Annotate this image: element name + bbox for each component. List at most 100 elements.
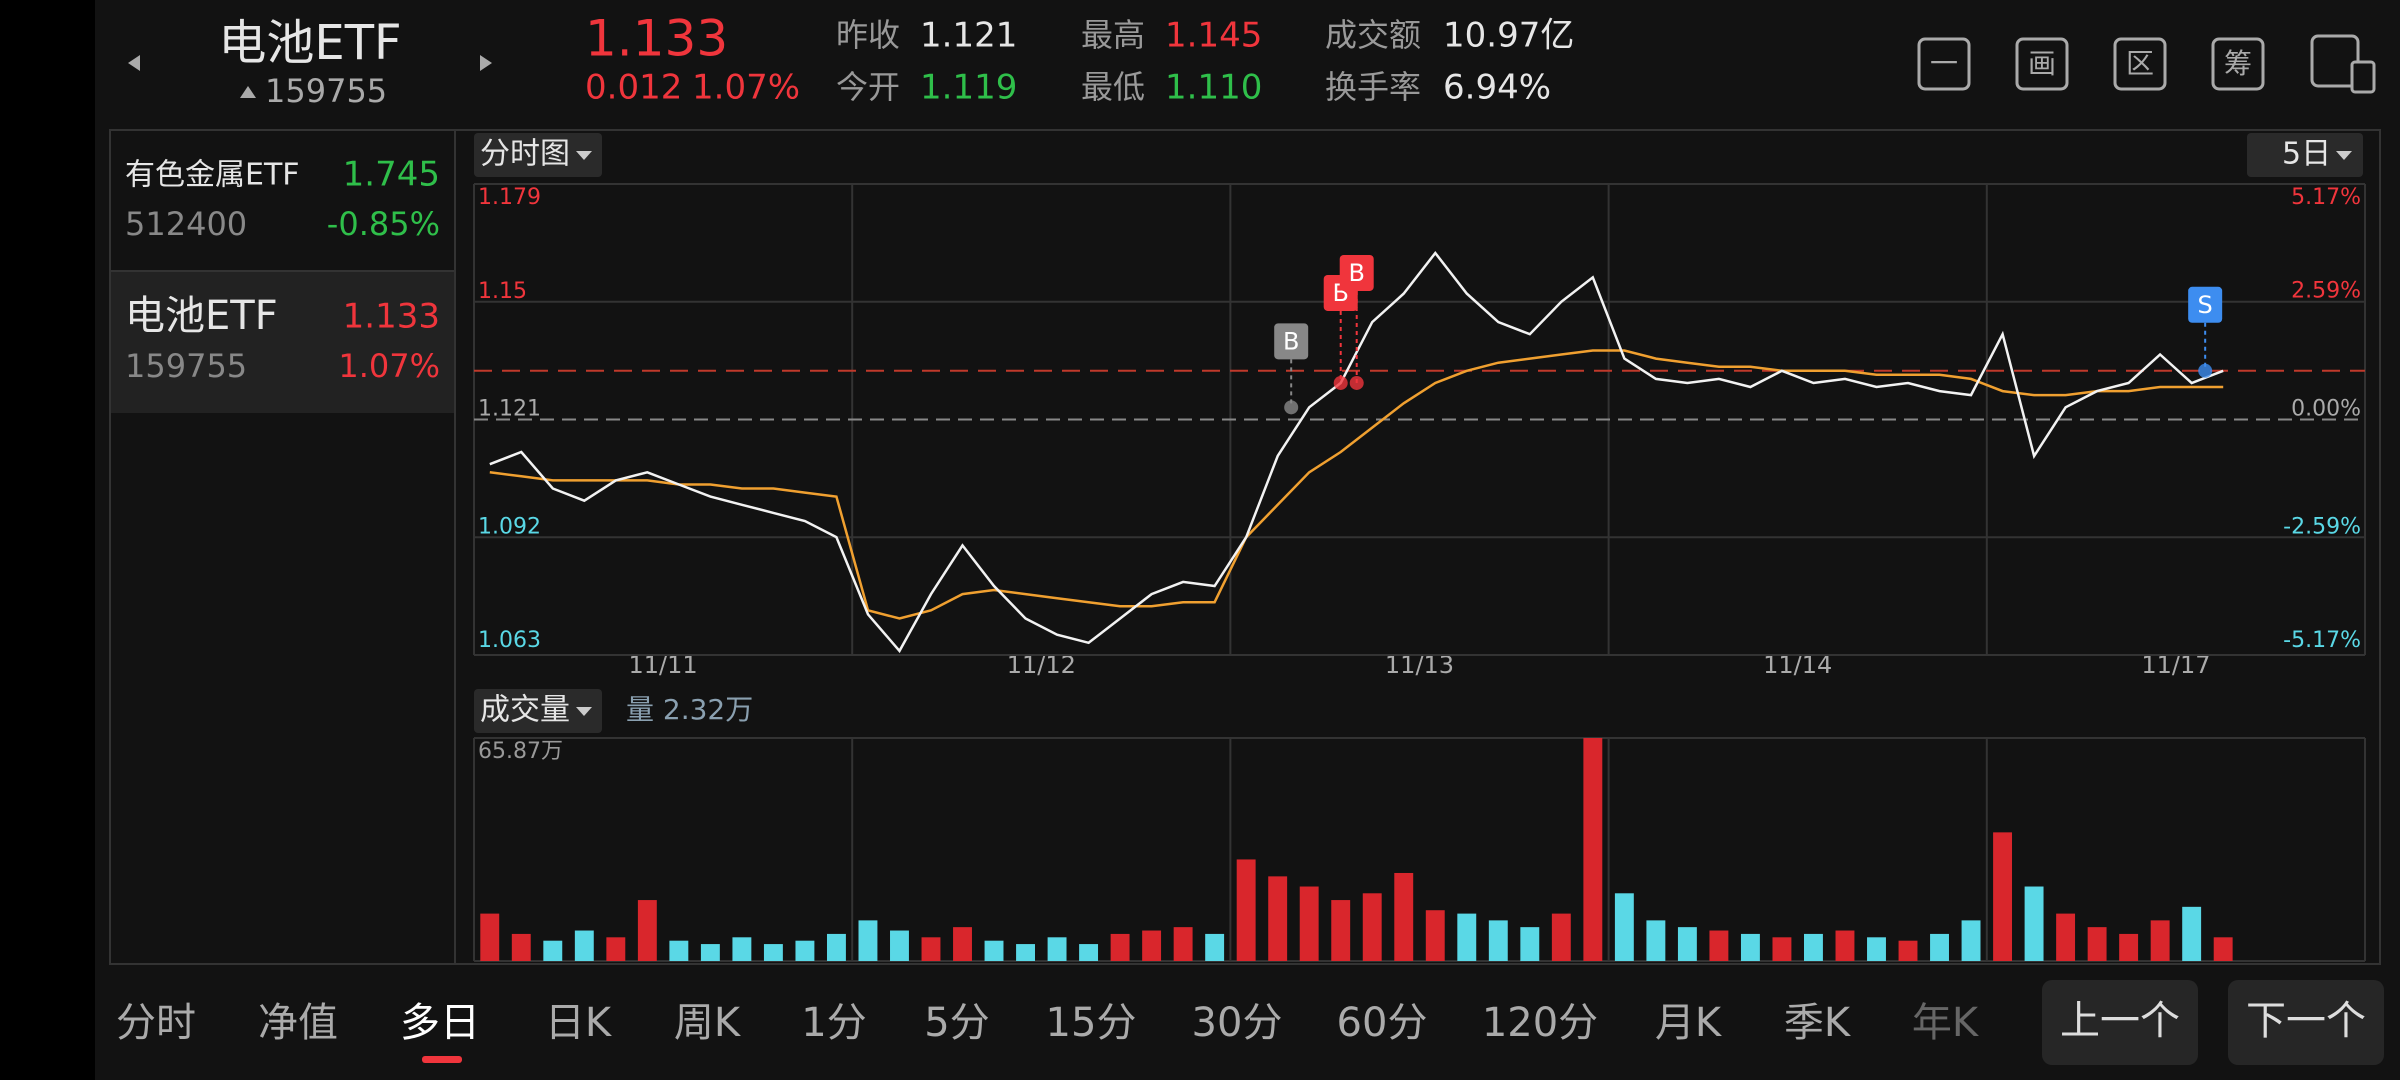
y-tick-label: 1.063 (478, 628, 541, 653)
watch-code: 159755 (125, 347, 247, 385)
volume-bar (2056, 913, 2076, 961)
volume-bar (1362, 893, 1382, 961)
volume-bar (2213, 937, 2233, 961)
nav-tab[interactable]: 分时 (116, 1000, 196, 1046)
marker-box (2188, 286, 2223, 323)
volume-bar (669, 940, 689, 961)
nav-tab[interactable]: 15分 (1046, 1000, 1137, 1046)
tool-icon-label: 一 (1930, 47, 1958, 80)
up-icon (240, 86, 256, 98)
nav-tab[interactable]: 净值 (258, 1000, 338, 1046)
volume-bar (1551, 913, 1571, 961)
stat-label: 换手率 (1325, 68, 1421, 106)
active-underline (422, 1056, 462, 1063)
watch-code: 512400 (125, 205, 247, 243)
volume-bar (1961, 920, 1981, 961)
volume-bar (984, 940, 1004, 961)
watch-price: 1.745 (343, 155, 440, 195)
volume-bar (1583, 738, 1603, 961)
watch-price: 1.133 (343, 297, 440, 337)
watch-change: 1.07% (338, 347, 440, 385)
volume-bar (1614, 893, 1634, 961)
nav-tab[interactable]: 年K (1912, 1000, 1980, 1046)
chart-tab[interactable]: 分时图 (480, 137, 570, 172)
volume-bar (1646, 920, 1666, 961)
period[interactable]: 5日 (2282, 137, 2331, 172)
volume-bar (1205, 933, 1225, 961)
dropdown (576, 707, 592, 716)
price: 1.133 (585, 10, 728, 68)
button-box[interactable] (2042, 980, 2198, 1065)
nav-tab[interactable]: 周K (674, 1000, 742, 1046)
stat-label: 昨收 (836, 16, 900, 54)
volume-tab-box[interactable] (474, 689, 602, 733)
nav-button[interactable]: 下一个 (2246, 998, 2366, 1044)
period-box[interactable] (2247, 133, 2363, 177)
next-arrow[interactable] (480, 55, 492, 71)
nav-tab[interactable]: 月K (1655, 1000, 1723, 1046)
watch-name[interactable]: 电池ETF (125, 293, 278, 339)
volume-bar (953, 927, 972, 961)
volume-bar (1835, 930, 1855, 961)
tool-icon[interactable] (2015, 37, 2069, 91)
y2-tick-label: 0.00% (2291, 397, 2361, 422)
nav-tab[interactable]: 1分 (801, 1000, 866, 1046)
button-box[interactable] (2228, 980, 2384, 1065)
stat-value: 1.110 (1165, 68, 1262, 108)
volume-bar (2182, 906, 2202, 961)
stat-value: 6.94% (1443, 68, 1551, 108)
tool-icon-label: 区 (2126, 47, 2154, 80)
tool-icon-label: 筹 (2224, 47, 2252, 80)
volume-bar (480, 913, 500, 961)
marker-label: S (2198, 291, 2213, 319)
volume-bar (2087, 927, 2107, 961)
marker-box (1274, 323, 1309, 360)
tool-icon-label: 画 (2028, 47, 2056, 80)
prev-arrow[interactable] (128, 55, 140, 71)
nav-tab[interactable]: 日K (545, 1000, 613, 1046)
volume-bar (2119, 933, 2139, 961)
tool-icon[interactable] (1917, 37, 1971, 91)
nav-tab[interactable]: 60分 (1337, 1000, 1428, 1046)
volume-bar (1110, 933, 1130, 961)
volume-bar (1016, 944, 1035, 961)
volume-bar (1993, 832, 2013, 961)
volume-bar (1079, 944, 1099, 961)
tool-icon[interactable] (2211, 37, 2265, 91)
volume-bar (921, 937, 941, 961)
volume-bar (1772, 937, 1792, 961)
volume-bar (1236, 859, 1256, 961)
nav-button[interactable]: 上一个 (2060, 998, 2180, 1044)
nav-tab[interactable]: 120分 (1482, 1000, 1598, 1046)
volume-bar (637, 900, 657, 961)
volume-bar (1425, 910, 1445, 961)
y-tick-label: 1.092 (478, 514, 541, 539)
tool-icon[interactable] (2113, 37, 2167, 91)
screen-icon-phone (2350, 60, 2376, 94)
volume-bar (1804, 933, 1823, 961)
stat-value: 1.121 (920, 16, 1017, 56)
volume-tab[interactable]: 成交量 (480, 693, 570, 728)
nav-tab[interactable]: 季K (1784, 1000, 1852, 1046)
volume-bar (2150, 920, 2170, 961)
marker-dot (1284, 400, 1299, 415)
watch-name[interactable]: 有色金属ETF (125, 158, 300, 193)
volume-bar (1898, 940, 1918, 961)
dropdown (2336, 151, 2352, 160)
stock-code: 159755 (265, 72, 387, 110)
stock-name: 电池ETF (218, 15, 401, 71)
tab-box[interactable] (474, 133, 602, 177)
volume-bar (795, 940, 815, 961)
volume-bar (543, 940, 563, 961)
y-tick-label: 1.121 (478, 397, 541, 422)
change-pct: 1.07% (692, 68, 800, 108)
nav-tab[interactable]: 30分 (1192, 1000, 1283, 1046)
volume-bar (1142, 930, 1162, 961)
nav-tab[interactable]: 5分 (924, 1000, 989, 1046)
volume-bar (1394, 872, 1414, 961)
stat-label: 最高 (1081, 16, 1145, 54)
nav-tab[interactable]: 多日 (400, 1000, 480, 1046)
y2-tick-label: -5.17% (2283, 628, 2361, 653)
stat-label: 最低 (1081, 68, 1145, 106)
